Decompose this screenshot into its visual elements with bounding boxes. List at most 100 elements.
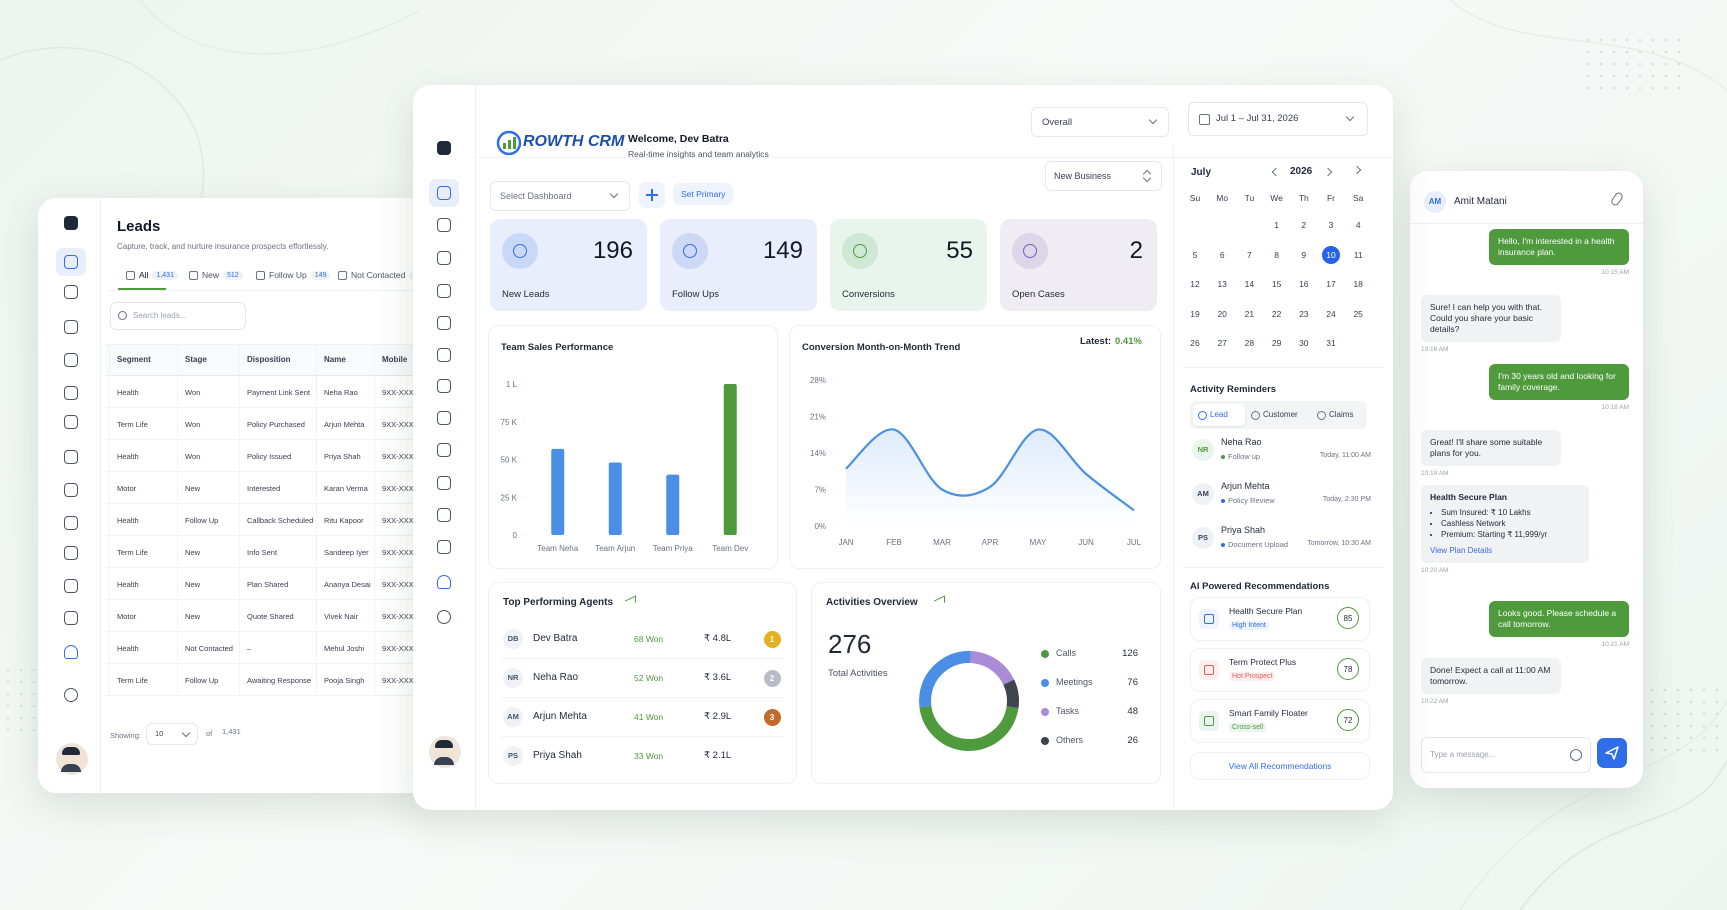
nav-icon[interactable] [437, 379, 451, 393]
calendar-day[interactable]: 13 [1217, 279, 1227, 289]
reminder-tab[interactable]: Claims [1329, 410, 1354, 419]
message-text: I'm 30 years old and looking for family … [1498, 371, 1616, 392]
calendar-day[interactable]: 22 [1271, 308, 1282, 319]
calendar-day[interactable]: 14 [1244, 279, 1255, 289]
nav-icon[interactable] [64, 320, 78, 334]
calendar-day[interactable]: 18 [1353, 279, 1363, 289]
recommendation-card[interactable]: Health Secure Plan High Intent 85 [1190, 597, 1370, 641]
decor-dot [1651, 86, 1655, 90]
plan-link[interactable]: View Plan Details [1430, 546, 1493, 555]
scope-dropdown[interactable]: Overall [1031, 107, 1169, 137]
message-time: 10:18 AM [1601, 404, 1629, 411]
calendar-day[interactable]: 31 [1326, 338, 1336, 348]
filter-tab[interactable]: New 512 [189, 270, 243, 280]
nav-icon[interactable] [437, 251, 451, 265]
calendar-day[interactable]: 7 [1247, 249, 1252, 260]
nav-icon[interactable] [437, 508, 451, 522]
nav-icon[interactable] [64, 483, 78, 497]
calendar-day[interactable]: 4 [1355, 220, 1361, 230]
calendar-day[interactable]: 3 [1328, 220, 1334, 230]
calendar-day[interactable]: 24 [1326, 308, 1336, 319]
legend-label: Calls [1056, 648, 1077, 658]
date-range-picker[interactable]: Jul 1 – Jul 31, 2026 [1188, 102, 1368, 136]
y-tick-label: 50 K [501, 456, 518, 465]
y-tick-label: 25 K [501, 493, 518, 502]
send-button[interactable] [1597, 738, 1627, 768]
nav-icon[interactable] [437, 476, 451, 490]
nav-icon[interactable] [64, 546, 78, 560]
nav-icon[interactable] [437, 348, 451, 362]
nav-icon[interactable] [64, 645, 78, 659]
recommendation-card[interactable]: Smart Family Floater Cross-sell 72 [1190, 699, 1370, 743]
nav-icon[interactable] [437, 411, 451, 425]
nav-icon[interactable] [437, 284, 451, 298]
nav-icon[interactable] [437, 443, 451, 457]
reminder-tab[interactable]: Lead [1210, 410, 1228, 419]
set-primary-button[interactable]: Set Primary [673, 183, 734, 205]
nav-icon[interactable] [64, 285, 78, 299]
decor-dot [1638, 86, 1642, 90]
calendar-day[interactable]: 27 [1217, 338, 1227, 348]
calendar-day[interactable]: 29 [1271, 338, 1282, 348]
filter-tab[interactable]: Follow Up 149 [256, 270, 331, 280]
nav-icon[interactable] [437, 610, 451, 624]
add-button[interactable] [639, 182, 665, 208]
select-dashboard[interactable]: Select Dashboard [490, 181, 630, 211]
calendar-day[interactable]: 10 [1326, 249, 1336, 260]
calendar-day[interactable]: 28 [1244, 338, 1255, 348]
emoji-icon[interactable] [1570, 749, 1582, 761]
nav-icon[interactable] [64, 255, 78, 269]
calendar-day[interactable]: 17 [1326, 279, 1336, 289]
calendar-day[interactable]: 26 [1190, 338, 1200, 348]
table-cell: Karan Verma [324, 484, 368, 493]
nav-icon[interactable] [64, 611, 78, 625]
nav-icon[interactable] [437, 186, 451, 200]
business-select[interactable]: New Business [1045, 161, 1162, 191]
chevron [1345, 112, 1355, 122]
calendar-day[interactable]: 20 [1217, 308, 1227, 319]
filter-tab[interactable]: All 1,431 [126, 270, 178, 280]
calendar-day[interactable]: 23 [1299, 308, 1309, 319]
calendar-day[interactable]: 8 [1274, 249, 1279, 260]
calendar-day[interactable]: 21 [1244, 308, 1255, 319]
nav-icon[interactable] [437, 316, 451, 330]
nav-icon[interactable] [437, 540, 451, 554]
message-input[interactable]: Type a message... [1421, 737, 1591, 773]
nav-icon[interactable] [437, 575, 451, 589]
calendar-day[interactable]: 9 [1301, 249, 1307, 260]
decor-dot [1625, 38, 1629, 42]
calendar-day[interactable]: 19 [1190, 308, 1200, 319]
nav-icon[interactable] [64, 415, 78, 429]
calendar-day[interactable]: 11 [1353, 249, 1363, 260]
nav-icon[interactable] [64, 516, 78, 530]
nav-icon[interactable] [64, 579, 78, 593]
calendar-day[interactable]: 30 [1299, 338, 1309, 348]
page-size-select[interactable]: 10 [146, 723, 198, 745]
calendar-day[interactable]: 2 [1301, 220, 1307, 230]
calendar-day[interactable]: 25 [1353, 308, 1363, 319]
decor-dot [1586, 86, 1590, 90]
calendar-day[interactable]: 5 [1192, 249, 1198, 260]
column-divider [109, 344, 110, 694]
view-all-button[interactable]: View All Recommendations [1190, 752, 1370, 780]
nav-icon[interactable] [64, 386, 78, 400]
nav-icon[interactable] [437, 218, 451, 232]
nav-icon[interactable] [64, 353, 78, 367]
calendar-day[interactable]: 15 [1271, 279, 1282, 289]
search-input[interactable]: Search leads... [110, 302, 246, 330]
message-time: 10:19 AM [1421, 470, 1449, 477]
kpi-label: Conversions [842, 289, 895, 300]
decor-dot [1650, 712, 1654, 716]
recommendation-card[interactable]: Term Protect Plus Hot Prospect 78 [1190, 648, 1370, 692]
calendar-day[interactable]: 1 [1274, 220, 1279, 230]
attach-icon[interactable] [1609, 190, 1625, 208]
nav-icon[interactable] [64, 216, 78, 230]
reminder-tab[interactable]: Customer [1263, 410, 1298, 419]
reminder-task: Policy Review [1228, 496, 1275, 505]
nav-icon[interactable] [437, 141, 451, 155]
calendar-day[interactable]: 12 [1190, 279, 1200, 289]
calendar-day[interactable]: 6 [1219, 249, 1225, 260]
calendar-day[interactable]: 16 [1299, 279, 1309, 289]
nav-icon[interactable] [64, 688, 78, 702]
nav-icon[interactable] [64, 450, 78, 464]
